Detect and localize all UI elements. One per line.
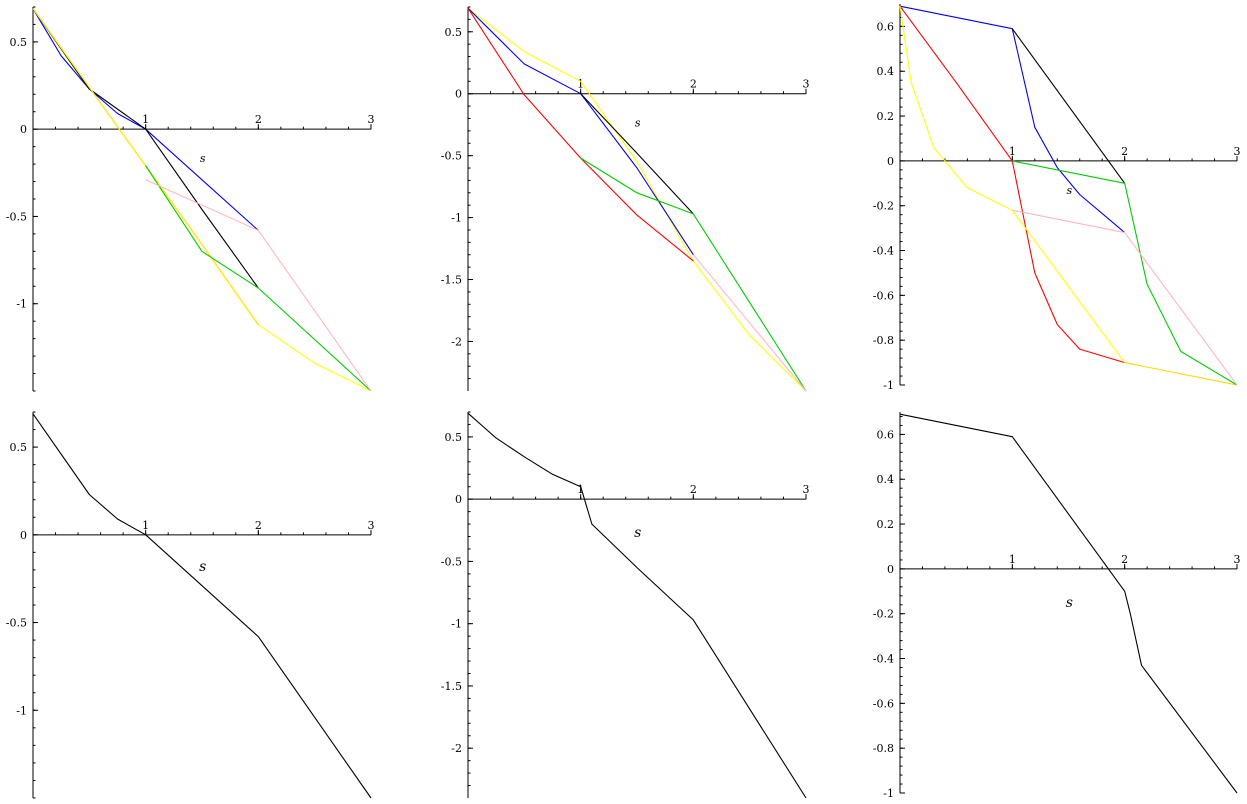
y-tick-label: 0.2 xyxy=(877,110,895,123)
x-tick-label: 3 xyxy=(803,78,810,91)
series-line xyxy=(580,157,807,392)
y-tick-label: 0.4 xyxy=(877,65,895,78)
x-tick-label: 1 xyxy=(1009,553,1016,566)
series-line xyxy=(692,254,807,392)
series-line xyxy=(32,8,259,289)
y-tick-label: -0.2 xyxy=(873,200,894,213)
y-tick-label: -0.5 xyxy=(441,555,462,568)
y-tick-label: -1 xyxy=(451,212,462,225)
y-tick-label: -0.4 xyxy=(873,653,894,666)
series-line xyxy=(580,93,694,215)
series-line xyxy=(1124,362,1238,386)
y-tick-label: -0.5 xyxy=(6,210,27,223)
chart-panel: 0.6 0.4 0.2 0 -0.2 -0.4 -0.6 -0.8 -1 1 2 3 s xyxy=(873,412,1241,800)
x-tick-label: 2 xyxy=(255,519,262,532)
chart-panel: 0.6 0.4 0.2 0 -0.2 -0.4 -0.6 -0.8 -1 1 2 3 s xyxy=(873,4,1241,392)
x-tick-label: 1 xyxy=(142,519,149,532)
x-axis-label: s xyxy=(1067,184,1073,197)
y-tick-label: -1.5 xyxy=(441,274,462,287)
chart-panel: 0.5 0 -0.5 -1 -1.5 -2 1 2 3 s xyxy=(441,6,810,392)
chart-panel: 0.5 0 -0.5 -1 1 2 3 s xyxy=(6,411,375,799)
y-tick-label: 0 xyxy=(20,529,27,542)
series-line xyxy=(145,165,372,392)
series-line xyxy=(467,7,807,392)
y-tick-label: -1 xyxy=(883,379,894,392)
x-tick-label: 2 xyxy=(690,78,697,91)
y-tick-label: -0.8 xyxy=(873,742,894,755)
x-axis-label: s xyxy=(1066,595,1073,611)
series-line xyxy=(1012,160,1238,386)
y-tick-label: 0 xyxy=(887,155,894,168)
x-tick-label: 3 xyxy=(368,519,375,532)
y-tick-label: 0.5 xyxy=(10,441,28,454)
x-tick-label: 3 xyxy=(368,113,375,126)
series-line xyxy=(467,7,694,255)
x-axis-label: s xyxy=(199,559,206,575)
x-tick-label: 2 xyxy=(690,483,697,496)
y-tick-label: -1 xyxy=(16,704,27,717)
y-tick-label: 0.2 xyxy=(877,518,895,531)
chart-panel: 0.5 0 -0.5 -1 1 2 3 s xyxy=(6,6,375,392)
y-tick-label: -0.6 xyxy=(873,289,894,302)
y-tick-label: 0 xyxy=(455,88,462,101)
x-tick-label: 3 xyxy=(803,483,810,496)
y-tick-label: -0.6 xyxy=(873,697,894,710)
x-tick-label: 3 xyxy=(1234,145,1241,158)
x-axis-label: s xyxy=(634,525,641,541)
series-line xyxy=(899,5,1126,234)
x-tick-label: 2 xyxy=(255,113,262,126)
y-tick-label: -2 xyxy=(451,742,462,755)
y-tick-label: 0 xyxy=(20,123,27,136)
y-tick-label: -2 xyxy=(451,335,462,348)
y-tick-label: 0.5 xyxy=(445,26,463,39)
y-tick-label: -0.4 xyxy=(873,245,894,258)
y-tick-label: -1 xyxy=(883,787,894,800)
x-tick-label: 2 xyxy=(1121,553,1128,566)
y-tick-label: 0 xyxy=(455,493,462,506)
y-tick-label: 0.5 xyxy=(10,36,28,49)
x-tick-label: 3 xyxy=(1234,553,1241,566)
series-line xyxy=(899,6,1126,363)
x-axis-label: s xyxy=(200,152,206,165)
y-tick-label: -1.5 xyxy=(441,680,462,693)
y-tick-label: -0.5 xyxy=(6,617,27,630)
series-line xyxy=(899,413,1238,794)
y-tick-label: -1 xyxy=(451,618,462,631)
y-tick-label: 0 xyxy=(887,563,894,576)
y-tick-label: 0.6 xyxy=(877,428,895,441)
y-tick-label: 0.5 xyxy=(445,431,463,444)
x-tick-label: 2 xyxy=(1121,145,1128,158)
series-line xyxy=(145,179,372,392)
x-tick-label: 1 xyxy=(577,78,584,91)
y-tick-label: 0.6 xyxy=(877,20,895,33)
y-tick-label: -0.2 xyxy=(873,608,894,621)
series-line xyxy=(1011,28,1126,184)
chart-panel: 0.5 0 -0.5 -1 -1.5 -2 1 2 3 s xyxy=(441,411,810,799)
series-line xyxy=(32,413,372,799)
series-line xyxy=(467,412,807,799)
x-axis-label: s xyxy=(635,117,641,130)
series-line xyxy=(467,7,694,262)
x-tick-label: 1 xyxy=(577,483,584,496)
y-tick-label: -1 xyxy=(16,298,27,311)
y-tick-label: -0.8 xyxy=(873,334,894,347)
y-tick-label: -0.5 xyxy=(441,150,462,163)
series-line xyxy=(32,8,372,392)
y-tick-label: 0.4 xyxy=(877,473,895,486)
series-line xyxy=(32,8,259,231)
x-tick-label: 1 xyxy=(142,113,149,126)
series-line xyxy=(1012,209,1238,386)
x-tick-label: 1 xyxy=(1009,145,1016,158)
series-line xyxy=(899,5,1125,364)
